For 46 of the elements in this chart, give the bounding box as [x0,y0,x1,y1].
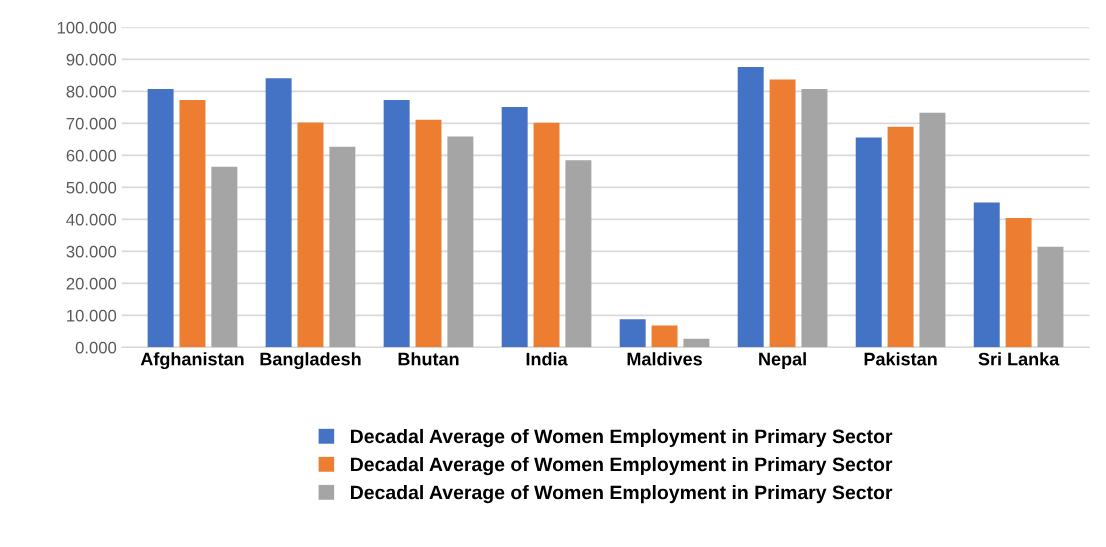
bar [801,89,828,348]
legend-label: Decadal Average of Women Employment in Primary Sector [351,485,893,504]
y-tick-label: 80.000 [66,85,117,98]
bar [179,99,206,348]
bar [533,122,560,348]
x-tick-label: Afghanistan [140,352,244,370]
bar [265,78,292,348]
bar [383,99,410,348]
x-tick-label: Nepal [759,352,806,370]
bar [683,338,710,348]
bar [297,122,324,348]
legend-label: Decadal Average of Women Employment in Primary Sector [351,428,893,448]
bar [651,325,678,348]
bar [501,107,528,348]
bar [1037,246,1064,348]
bar [565,160,592,348]
y-tick-label: 60.000 [66,149,117,162]
x-tick-label: Bhutan [398,352,459,366]
bar [737,67,764,348]
bar [147,89,174,348]
x-tick-label: Sri Lanka [978,352,1060,366]
bar [919,112,946,348]
bar [855,137,882,348]
x-tick-label: India [526,352,568,366]
bar [1005,218,1032,348]
x-tick-label: Bangladesh [260,352,361,370]
bar [415,119,442,348]
y-tick-label: 20.000 [66,277,117,290]
bar [769,79,796,348]
x-tick-label: Maldives [627,352,702,366]
y-tick-label: 90.000 [66,53,117,66]
y-tick-label: 40.000 [66,213,117,226]
bar [973,202,1000,348]
bar [447,136,474,348]
y-tick-label: 50.000 [66,181,117,194]
bar [887,126,914,348]
x-tick-label: Pakistan [864,352,937,366]
bar [619,319,646,348]
y-tick-label: 30.000 [66,245,117,258]
legend-label: Decadal Average of Women Employment in Primary Sector [351,456,893,476]
bar [211,166,238,348]
y-tick-label: 10.000 [67,309,117,322]
y-tick-label: 70.000 [66,117,117,130]
y-tick-label: 0.000 [75,341,117,354]
bar [329,146,356,348]
y-tick-label: 100.000 [57,21,117,34]
